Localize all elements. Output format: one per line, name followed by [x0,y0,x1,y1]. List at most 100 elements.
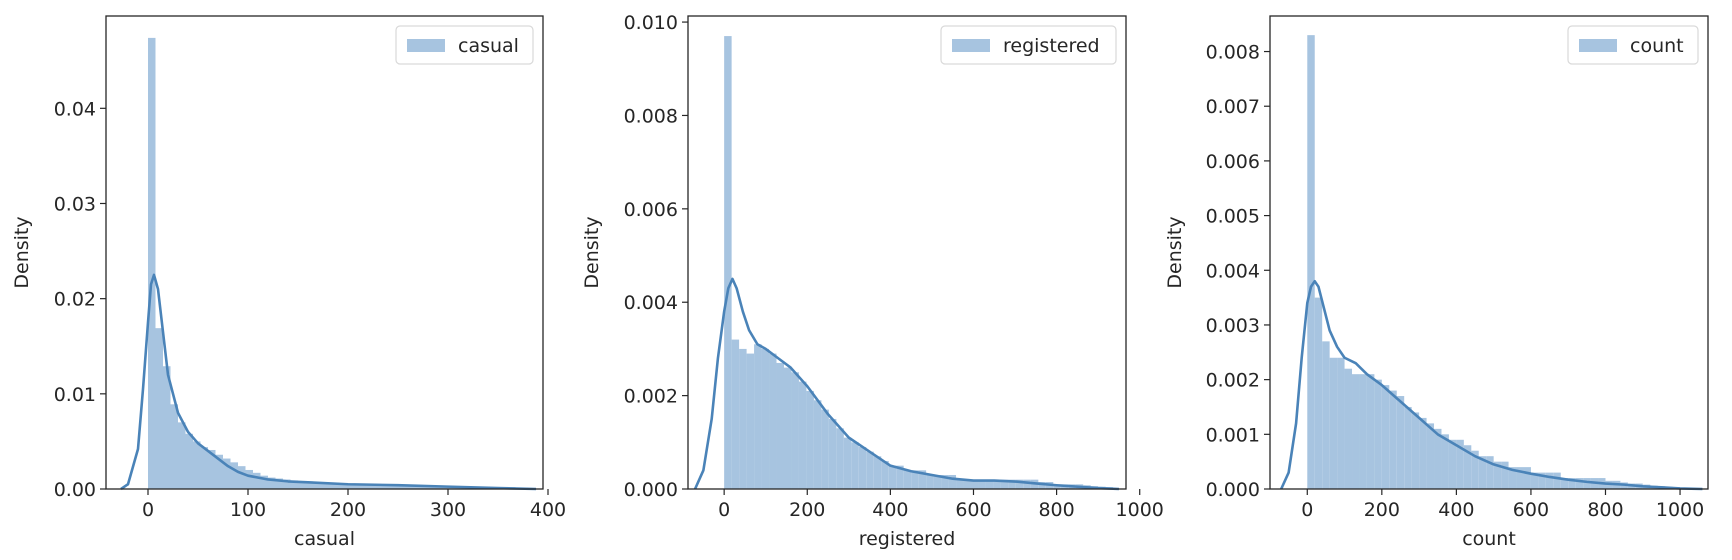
legend-box [940,25,1117,65]
histogram-bar [881,460,889,489]
histogram-bar [1553,472,1561,489]
y-tick-label: 0.02 [54,289,96,311]
histogram-bar [253,472,261,489]
histogram-bar [403,485,411,489]
legend-label: casual [458,35,519,57]
histogram-bar [365,484,373,489]
x-tick-label: 600 [955,499,991,521]
histogram-bar [200,447,208,489]
histogram-bar [1344,368,1353,489]
histogram-bar [298,481,306,489]
y-tick-label: 0.006 [1206,151,1260,173]
histogram-bar [1337,357,1345,489]
histogram-bar [1015,479,1024,489]
histogram-bar [1314,297,1323,489]
chart-panel-3: 0 200 400 600 800 1000 0.000 0.001 0.002 0.003 0.0… [1164,15,1709,550]
histogram-bar [395,485,403,489]
histogram-bar [851,442,859,489]
histogram-bar [724,36,732,489]
histogram-bar [170,404,178,489]
histogram-bar [1463,445,1472,489]
histogram-bar [993,479,1001,489]
histogram-bar [948,474,957,489]
histogram-bar [873,456,882,489]
histogram-bar [866,451,874,489]
histogram-bar [275,478,283,489]
y-tick-label: 0.008 [624,105,678,127]
histogram-bar [313,482,321,489]
x-tick-label: 0 [718,499,730,521]
histogram-bar [245,469,253,489]
histogram-bar [1545,472,1554,489]
histogram-bar [1404,406,1412,489]
x-tick-label: 200 [1364,499,1400,521]
x-axis-label: registered [859,528,956,550]
histogram-bar [1523,467,1531,489]
histogram-bar [1053,484,1061,489]
y-tick-label: 0.001 [1206,424,1260,446]
histogram-bar [1038,482,1046,489]
histogram-bar [358,484,366,489]
histogram-bar [185,433,193,489]
chart-panel-2: 0 200 400 600 800 1000 0.000 0.002 0.004 0.006 0.0… [581,12,1164,550]
histogram-bar [215,454,223,489]
x-tick-label: 200 [330,499,366,521]
histogram-bar [1478,456,1487,489]
x-tick-label: 400 [1438,499,1474,521]
y-tick-label: 0.004 [624,292,678,314]
histogram-bar [896,465,904,489]
histogram-bar [1568,478,1576,489]
histogram-bar [1441,434,1449,489]
kde-line [1279,279,1703,491]
histogram-bar [193,441,201,489]
histogram-bar [1381,385,1390,489]
histogram-bar [828,418,837,489]
histogram-bar [1530,472,1539,489]
x-tick-label: 0 [1301,499,1313,521]
histogram-bar [888,465,897,489]
histogram-bar [843,437,852,489]
x-axis-label: casual [294,528,355,550]
y-tick-label: 0.003 [1206,315,1260,337]
histogram-bar [410,485,418,489]
histogram-bar [1352,374,1360,489]
kde-line [693,277,1119,491]
histogram-bar [1322,341,1330,489]
y-tick-label: 0.03 [54,193,96,215]
histogram-bar [798,381,807,489]
y-tick-label: 0.000 [1206,479,1260,501]
x-tick-label: 0 [142,499,154,521]
histogram-bar [1411,412,1420,489]
x-axis-label: count [1462,528,1516,550]
y-axis-label: Density [11,216,33,288]
x-tick-label: 600 [1513,499,1549,521]
histogram-bar [911,470,919,489]
histogram-bar [903,470,912,489]
histogram-bar [978,479,986,489]
chart-panel-1: 0 100 200 300 400 0.00 0.01 0.02 0.03 0.04 casual D… [11,15,566,550]
histogram-bar [1560,478,1569,489]
y-tick-label: 0.04 [54,98,96,120]
histogram-bar [1366,374,1375,489]
histogram-bar [1374,379,1382,489]
legend-label: count [1630,35,1684,57]
histogram-bar [941,474,949,489]
histogram-bar [956,479,964,489]
histogram-bar [305,481,313,489]
histogram-bar [350,484,358,489]
histogram-bar [283,479,291,489]
legend: count [1567,25,1699,65]
histogram-bar [1434,428,1442,489]
histogram-bars [724,36,1114,489]
histogram-bar [1538,472,1546,489]
legend-swatch [952,39,990,52]
x-tick-label: 400 [872,499,908,521]
y-tick-label: 0.002 [624,386,678,408]
histogram-bar [1575,478,1584,489]
histogram-bar [806,390,814,489]
histogram-bar [1008,479,1016,489]
histogram-bar [290,480,298,489]
histogram-bar [1359,374,1367,489]
histogram-bar [776,362,784,489]
